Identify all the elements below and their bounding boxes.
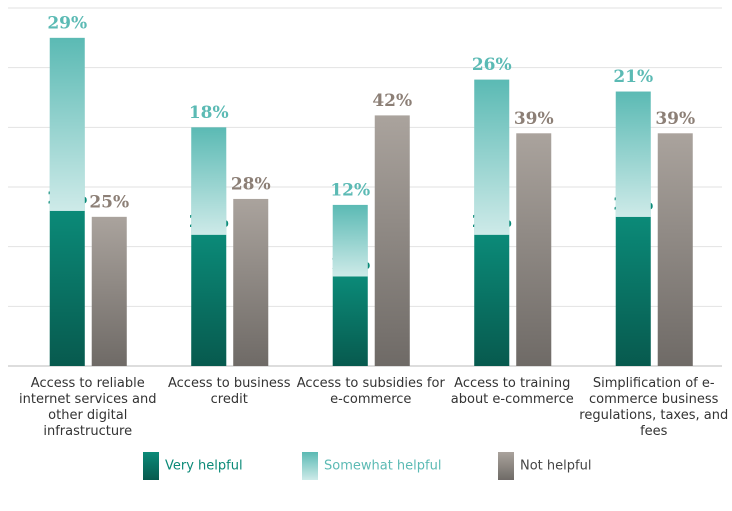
bar-shade <box>332 204 368 277</box>
bar-shade <box>191 234 227 366</box>
legend-swatch-shade <box>302 452 318 480</box>
legend-label: Very helpful <box>165 459 243 474</box>
value-label: 18% <box>189 103 229 123</box>
bar-shade <box>374 115 410 367</box>
legend-swatch-shade <box>498 452 514 480</box>
bar-shade <box>332 276 368 366</box>
bar-shade <box>91 216 127 366</box>
bar-shade <box>474 79 510 235</box>
x-tick-label: Access to subsidies for e-commerce <box>296 376 445 407</box>
value-label: 29% <box>47 13 87 33</box>
value-label: 26% <box>472 55 512 75</box>
value-label: 21% <box>613 67 653 87</box>
bar-shade <box>49 37 85 211</box>
bar-shade <box>615 91 651 217</box>
bar-shade <box>474 234 510 366</box>
bar-shade <box>233 198 269 366</box>
value-label: 12% <box>330 180 370 200</box>
bar-shade <box>657 133 693 366</box>
x-tick-label: Access to reliable internet services and… <box>19 376 157 439</box>
legend-label: Not helpful <box>520 459 591 474</box>
x-tick-label: Access to business credit <box>168 376 291 407</box>
value-label: 28% <box>231 174 271 194</box>
value-label: 25% <box>89 192 129 212</box>
value-label: 39% <box>655 109 695 129</box>
bar-shade <box>516 133 552 366</box>
bar-shade <box>191 127 227 235</box>
value-label: 42% <box>372 91 412 111</box>
legend-label: Somewhat helpful <box>324 459 441 474</box>
x-tick-label: Simplification of e-commerce business re… <box>579 376 729 439</box>
legend-swatch-shade <box>143 452 159 480</box>
value-label: 39% <box>514 109 554 129</box>
x-tick-label: Access to training about e-commerce <box>450 376 574 407</box>
bar-shade <box>49 210 85 366</box>
bar-shade <box>615 216 651 366</box>
